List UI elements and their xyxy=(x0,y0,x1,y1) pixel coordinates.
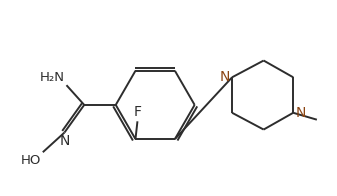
Text: N: N xyxy=(220,70,230,84)
Text: N: N xyxy=(295,106,306,120)
Text: N: N xyxy=(59,134,70,149)
Text: HO: HO xyxy=(21,154,41,167)
Text: F: F xyxy=(133,105,142,119)
Text: H₂N: H₂N xyxy=(39,71,64,84)
